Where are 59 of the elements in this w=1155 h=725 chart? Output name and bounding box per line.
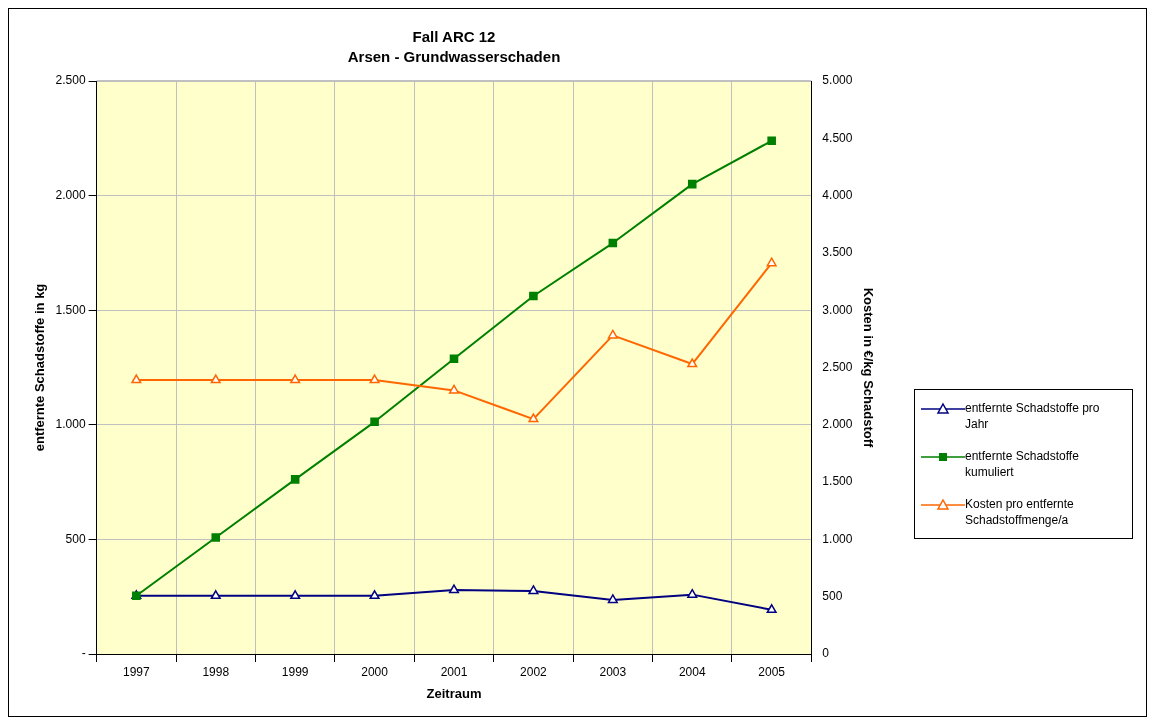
x-tick-label: 2003: [599, 664, 627, 679]
y2-axis-title: Kosten in €/kg Schadstoff: [860, 287, 876, 448]
y2-tick-label: 500: [822, 589, 843, 604]
legend-label: entfernte Schadstoffe pro Jahr: [965, 400, 1101, 432]
point: [448, 584, 460, 594]
y2-tick-label: 4.500: [822, 130, 853, 145]
x-tick-label: 2004: [678, 664, 706, 679]
point: [131, 374, 142, 384]
point: [448, 384, 460, 394]
point: [369, 374, 380, 384]
y-tick-label: 1.000: [55, 417, 86, 432]
x-tick-label: 1999: [281, 664, 309, 679]
y2-tick-label: 5.000: [822, 73, 853, 88]
legend-label: entfernte Schadstoffe kumuliert: [965, 448, 1080, 480]
x-tick-label: 2001: [440, 664, 468, 679]
point: [608, 238, 618, 248]
y-tick-label: 2.000: [55, 187, 86, 202]
point: [449, 354, 459, 364]
point: [687, 358, 698, 368]
point: [766, 604, 777, 614]
x-tick-label: 1998: [202, 664, 230, 679]
point: [210, 590, 221, 600]
y-tick-label: 2.500: [55, 73, 86, 88]
point: [529, 291, 538, 301]
point: [766, 257, 777, 267]
x-tick-label: 1997: [122, 664, 151, 679]
y-axis-title: entfernte Schadstoffe in kg: [32, 283, 48, 452]
x-axis-title: Zeitraum: [426, 685, 482, 701]
point: [211, 533, 221, 542]
point: [290, 374, 301, 384]
y-tick-label: 1.500: [55, 302, 86, 317]
y2-tick-label: 4.000: [822, 187, 853, 202]
point: [687, 179, 697, 189]
y2-tick-label: 2.000: [822, 417, 853, 432]
x-tick-label: 2005: [758, 664, 786, 679]
point: [528, 585, 539, 595]
point: [290, 590, 301, 600]
point: [607, 594, 618, 604]
point: [210, 374, 221, 384]
chart-title: Fall ARC 12: [412, 28, 496, 46]
point: [290, 475, 300, 484]
y2-tick-label: 2.500: [822, 359, 853, 374]
point: [369, 590, 380, 600]
legend-label: Kosten pro entfernte Schadstoffmenge/a: [965, 496, 1075, 528]
point: [607, 329, 618, 339]
x-tick-label: 2000: [361, 664, 389, 679]
x-tick-label: 2002: [520, 664, 548, 679]
y2-tick-label: 3.000: [822, 302, 853, 317]
y-tick-label: 500: [65, 531, 86, 546]
point: [687, 588, 698, 598]
y2-tick-label: 1.000: [822, 531, 853, 546]
chart-subtitle: Arsen - Grundwasserschaden: [347, 48, 561, 66]
point: [767, 136, 776, 146]
y-tick-label: -: [81, 646, 86, 661]
point: [528, 413, 539, 423]
y2-tick-label: 1.500: [822, 474, 853, 489]
point: [370, 417, 379, 427]
y2-tick-label: 3.500: [822, 245, 853, 260]
y2-tick-label: 0: [822, 646, 830, 661]
